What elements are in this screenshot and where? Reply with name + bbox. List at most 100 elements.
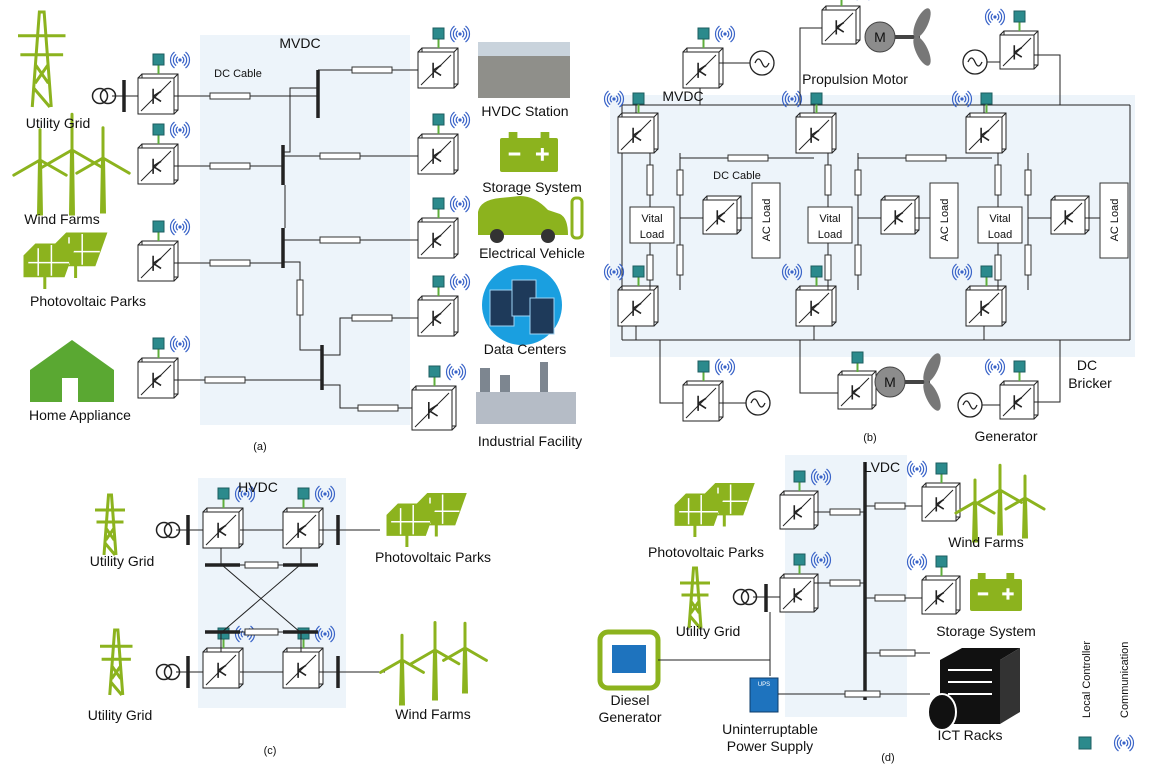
cable (245, 562, 278, 568)
cable (728, 155, 768, 161)
converter (796, 113, 836, 153)
local-controller (153, 338, 164, 349)
wifi-dot (960, 97, 963, 100)
legend-label: Communication (1119, 642, 1131, 718)
cable (677, 245, 683, 275)
turbine-blade (381, 660, 402, 672)
cable (320, 153, 360, 159)
communication-icon (451, 274, 470, 290)
wifi-arc (991, 364, 993, 370)
turbine-pole (101, 158, 106, 213)
communication-icon (171, 52, 190, 68)
grid-label: Utility Grid (676, 623, 741, 639)
wifi-arc (456, 279, 458, 285)
communication-icon (986, 9, 1005, 25)
wifi-dot (790, 97, 793, 100)
tower (18, 12, 66, 107)
pv-label: Photovoltaic Parks (648, 544, 764, 560)
cable (647, 165, 653, 195)
local-controller (633, 93, 644, 104)
industry-photo (480, 362, 548, 392)
wifi-arc (452, 369, 454, 375)
pv-panel (388, 505, 435, 534)
cable (205, 377, 245, 383)
wifi-dot (454, 370, 457, 373)
source-label: Utility Grid (26, 115, 91, 131)
turbine-pole (1023, 498, 1028, 538)
pv-panel (676, 495, 723, 524)
wifi-arc (176, 127, 178, 133)
converter (1000, 31, 1038, 69)
legend-label: Local Controller (1081, 641, 1093, 718)
wifi-dot (178, 58, 181, 61)
communication-icon (171, 219, 190, 235)
wifi-dot (723, 365, 726, 368)
local-controller (429, 366, 440, 377)
communication-icon (1115, 735, 1134, 751)
converter (838, 371, 876, 409)
converter (683, 48, 723, 88)
source-label: Home Appliance (29, 407, 131, 423)
turbine-pole (998, 490, 1003, 535)
bus-label: MVDC (662, 88, 703, 104)
local-controller (936, 556, 947, 567)
wifi-dot (323, 492, 326, 495)
cable (352, 67, 392, 73)
wifi-dot (178, 128, 181, 131)
local-controller (298, 488, 309, 499)
cable (1025, 170, 1031, 195)
converter (618, 113, 658, 153)
local-controller (433, 114, 444, 125)
wifi-dot (178, 225, 181, 228)
turbine-blade (72, 150, 103, 168)
local-controller (218, 488, 229, 499)
local-controller (433, 198, 444, 209)
wifi-arc (176, 341, 178, 347)
local-controller (633, 266, 644, 277)
wifi-arc (462, 31, 464, 37)
cable (677, 170, 683, 195)
wifi-dot (819, 558, 822, 561)
turbine-icon (444, 623, 487, 693)
converter (703, 196, 741, 234)
converter (683, 381, 723, 421)
storage-label: Storage System (936, 623, 1036, 639)
cable (210, 260, 250, 266)
station-photo-sky (478, 42, 570, 56)
turbine-icon (956, 480, 994, 542)
turbine-pole (463, 648, 468, 693)
local-controller (981, 93, 992, 104)
source-label: Utility Grid (90, 553, 155, 569)
caption: (d) (881, 752, 894, 764)
cable (875, 595, 905, 601)
cable (358, 405, 398, 411)
turbine-blade (1025, 498, 1044, 509)
wifi-arc (182, 57, 184, 63)
wifi-dot (612, 270, 615, 273)
ups-symbol: UPS (758, 682, 770, 688)
vital-load: Vital (989, 213, 1010, 225)
wifi-dot (790, 270, 793, 273)
source-label: Wind Farms (24, 211, 99, 227)
generator-label: Generator (974, 428, 1037, 444)
wifi-arc (919, 559, 921, 565)
cable (320, 237, 360, 243)
turbine-blade (465, 648, 486, 660)
wifi-arc (727, 31, 729, 37)
cable (880, 650, 915, 656)
converter (922, 576, 960, 614)
database-icon (928, 694, 956, 730)
motor-label: Propulsion Motor (802, 71, 908, 87)
cable (1025, 245, 1031, 275)
wifi-arc (176, 224, 178, 230)
pv-icon (25, 234, 105, 289)
cable-label: DC Cable (713, 170, 761, 182)
wifi-dot (819, 475, 822, 478)
diesel-label: Generator (598, 709, 661, 725)
ups-label: Uninterruptable (722, 721, 818, 737)
turbine-blade (103, 158, 129, 173)
legend-controller (1079, 737, 1091, 749)
local-controller (794, 554, 805, 565)
ups-label: Power Supply (727, 738, 813, 754)
wifi-arc (1126, 740, 1128, 746)
